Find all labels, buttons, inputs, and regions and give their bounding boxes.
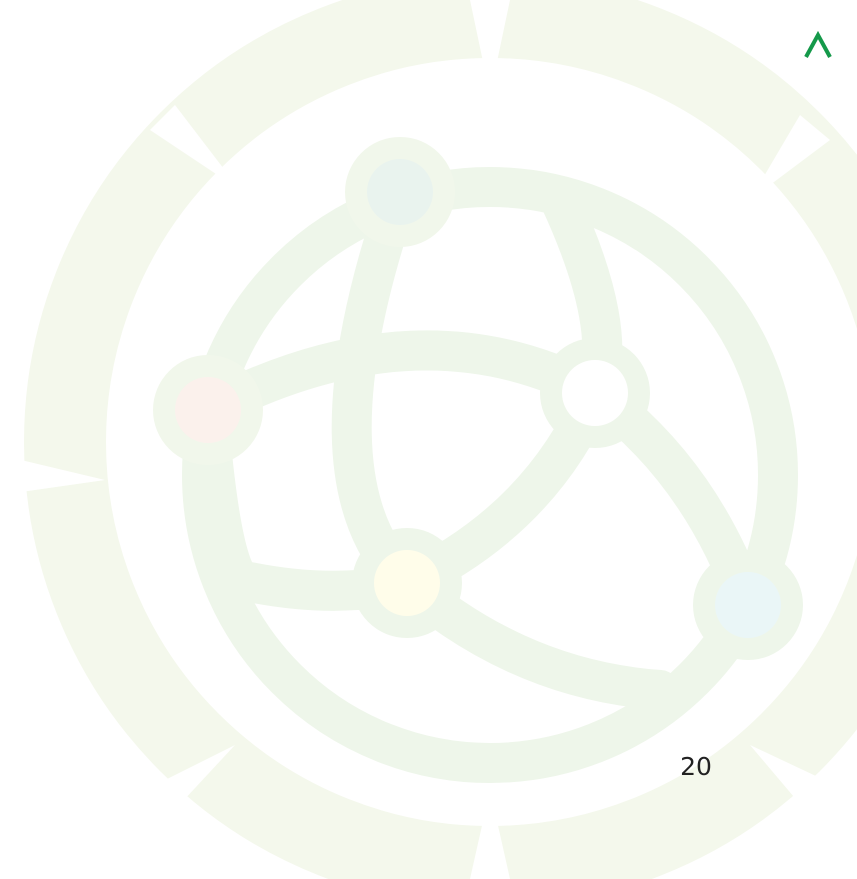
page-number: 20 xyxy=(680,752,712,781)
scroll-up-caret[interactable] xyxy=(804,30,832,58)
globe xyxy=(182,167,798,783)
nodes xyxy=(153,137,803,660)
